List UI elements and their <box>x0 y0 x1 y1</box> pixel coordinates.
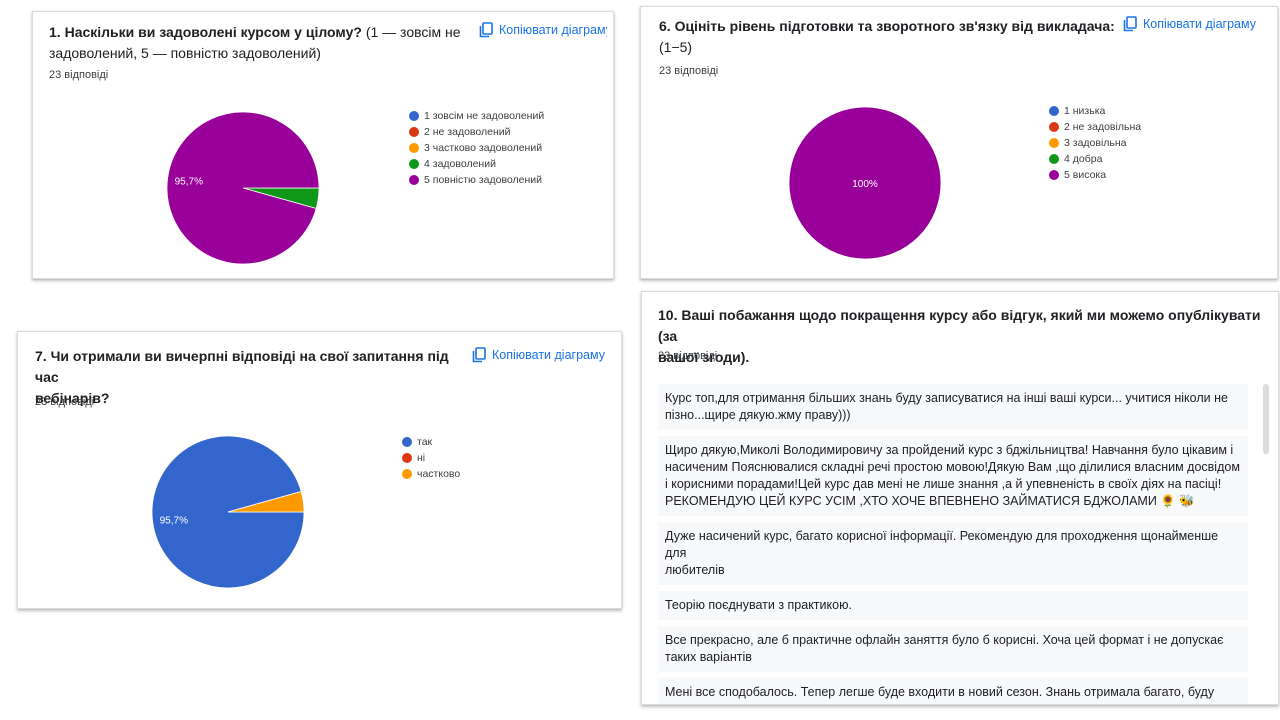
legend-swatch <box>409 143 419 153</box>
slice-label: 95,7% <box>175 177 203 188</box>
copy-icon <box>472 347 486 363</box>
slice-label: 95,7% <box>160 515 188 526</box>
legend-swatch <box>1049 106 1059 116</box>
copy-icon <box>479 22 493 38</box>
copy-chart-button[interactable]: Копіювати діаграму <box>472 347 622 363</box>
legend-item: 4 добра <box>1049 151 1141 167</box>
legend-item: 4 задоволений <box>409 156 544 172</box>
question-title-bold: 6. Оцініть рівень підготовки та зворотно… <box>659 18 1115 34</box>
legend-swatch <box>1049 170 1059 180</box>
question-card-10: 10. Ваші побажання щодо покращення курсу… <box>641 291 1279 705</box>
legend-item: 2 не задовільна <box>1049 119 1141 135</box>
question-card-6: 6. Оцініть рівень підготовки та зворотно… <box>640 6 1278 279</box>
answers-list: Курс топ,для отримання більших знань буд… <box>658 384 1248 704</box>
legend-label: 4 добра <box>1064 153 1103 165</box>
pie-slice <box>227 491 305 513</box>
question-title-bold: 10. Ваші побажання щодо покращення курсу… <box>658 307 1261 365</box>
chart-legend: так ні частково <box>402 434 460 482</box>
copy-chart-label: Копіювати діаграму <box>499 23 607 37</box>
legend-item: 1 низька <box>1049 103 1141 119</box>
legend-swatch <box>1049 122 1059 132</box>
legend-label: 2 не задовільна <box>1064 121 1142 133</box>
response-count: 23 відповіді <box>49 69 109 81</box>
legend-item: 5 висока <box>1049 167 1141 183</box>
response-count: 23 відповіді <box>35 396 95 408</box>
pie-slice <box>788 106 942 260</box>
legend-item: 2 не задоволений <box>409 124 544 140</box>
legend-swatch <box>402 437 412 447</box>
legend-swatch <box>402 469 412 479</box>
legend-label: 4 задоволений <box>424 158 496 170</box>
scrollbar[interactable] <box>1263 384 1269 454</box>
answer-item: Мені все сподобалось. Тепер легше буде в… <box>658 678 1248 704</box>
question-title: 10. Ваші побажання щодо покращення курсу… <box>658 305 1268 368</box>
legend-item: частково <box>402 466 460 482</box>
legend-swatch <box>402 453 412 463</box>
copy-chart-label: Копіювати діаграму <box>1143 17 1256 31</box>
pie-chart: 95,7% <box>166 111 320 265</box>
copy-chart-button[interactable]: Копіювати діаграму <box>479 22 607 38</box>
legend-swatch <box>409 159 419 169</box>
legend-label: 5 повністю задоволений <box>424 174 543 186</box>
legend-item: так <box>402 434 460 450</box>
answer-item: Курс топ,для отримання більших знань буд… <box>658 384 1248 430</box>
question-title: 6. Оцініть рівень підготовки та зворотно… <box>659 16 1129 58</box>
legend-label: частково <box>417 468 461 480</box>
copy-icon <box>1123 16 1137 32</box>
question-title: 1. Наскільки ви задоволені курсом у ціло… <box>49 22 469 64</box>
question-title-bold: 1. Наскільки ви задоволені курсом у ціло… <box>49 24 362 40</box>
legend-swatch <box>1049 154 1059 164</box>
legend-label: так <box>417 436 433 448</box>
question-card-1: 1. Наскільки ви задоволені курсом у ціло… <box>32 11 614 279</box>
answer-item: Щиро дякую,Миколі Володимировичу за прой… <box>658 436 1248 516</box>
slice-label: 100% <box>852 179 878 190</box>
question-title-bold: 7. Чи отримали ви вичерпні відповіді на … <box>35 348 449 406</box>
legend-item: 5 повністю задоволений <box>409 172 544 188</box>
legend-label: 3 частково задоволений <box>424 142 543 154</box>
legend-swatch <box>1049 138 1059 148</box>
legend-label: 1 низька <box>1064 105 1106 117</box>
copy-chart-label: Копіювати діаграму <box>492 348 605 362</box>
legend-label: 1 зовсім не задоволений <box>424 110 545 122</box>
answer-item: Теорію поєднувати з практикою. <box>658 591 1248 620</box>
legend-item: 3 частково задоволений <box>409 140 544 156</box>
legend-label: 5 висока <box>1064 169 1107 181</box>
response-count: 23 відповіді <box>658 350 718 362</box>
response-count: 23 відповіді <box>659 65 719 77</box>
legend-swatch <box>409 127 419 137</box>
question-title-line2: (1−5) <box>659 39 693 55</box>
legend-label: ні <box>417 452 426 464</box>
legend-item: ні <box>402 450 460 466</box>
pie-slice <box>166 111 320 265</box>
copy-chart-button[interactable]: Копіювати діаграму <box>1123 16 1263 32</box>
chart-legend: 1 зовсім не задоволений 2 не задоволений 3… <box>409 108 544 188</box>
question-title: 7. Чи отримали ви вичерпні відповіді на … <box>35 346 475 409</box>
pie-chart: 100% <box>788 106 942 260</box>
question-card-7: 7. Чи отримали ви вичерпні відповіді на … <box>17 331 622 609</box>
legend-label: 2 не задоволений <box>424 126 511 138</box>
legend-swatch <box>409 175 419 185</box>
legend-label: 3 задовільна <box>1064 137 1127 149</box>
answer-item: Все прекрасно, але б практичне офлайн за… <box>658 626 1248 672</box>
answer-item: Дуже насичений курс, багато корисної інф… <box>658 522 1248 585</box>
legend-item: 1 зовсім не задоволений <box>409 108 544 124</box>
legend-swatch <box>409 111 419 121</box>
chart-legend: 1 низька 2 не задовільна 3 задовільна 4 доб… <box>1049 103 1141 183</box>
question-title-rest: (1 — зовсім не <box>361 24 461 40</box>
legend-item: 3 задовільна <box>1049 135 1141 151</box>
question-title-line2: задоволений, 5 — повністю задоволений) <box>49 45 321 61</box>
pie-chart: 95,7% <box>151 435 305 589</box>
